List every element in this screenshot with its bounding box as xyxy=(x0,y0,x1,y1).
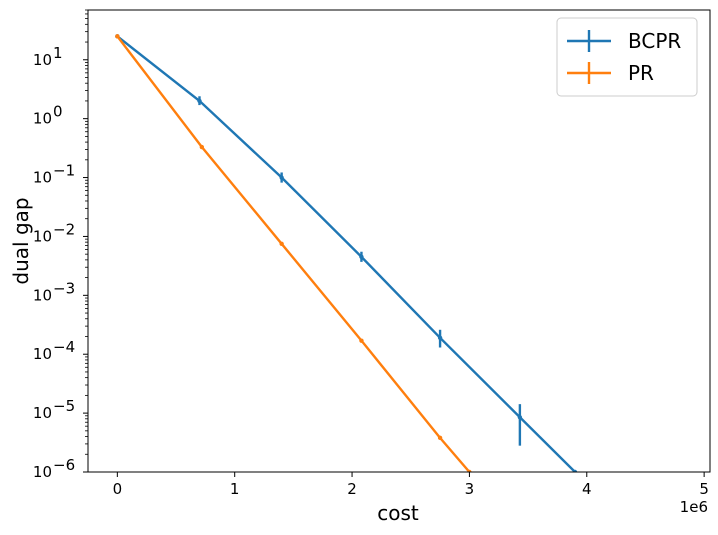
data-point xyxy=(467,469,472,472)
data-point xyxy=(359,254,364,260)
y-tick-exponent: −4 xyxy=(53,338,75,356)
y-tick-exponent: −6 xyxy=(53,456,75,474)
y-tick-exponent: −1 xyxy=(53,162,75,180)
data-point xyxy=(437,435,443,441)
y-tick-label: 10 xyxy=(33,345,52,363)
y-tick-exponent: 1 xyxy=(53,44,63,62)
x-tick-label: 0 xyxy=(113,480,123,498)
y-tick-exponent: −3 xyxy=(53,279,75,297)
data-point xyxy=(279,241,284,246)
data-point xyxy=(437,335,443,341)
series-bcpr xyxy=(115,34,578,472)
y-tick-label: 10 xyxy=(33,169,52,187)
x-tick-label: 2 xyxy=(347,480,357,498)
data-point xyxy=(572,469,578,472)
data-point xyxy=(115,34,120,39)
y-tick-label: 10 xyxy=(33,286,52,304)
legend-label: BCPR xyxy=(628,29,681,53)
x-tick-label: 5 xyxy=(699,480,709,498)
y-tick-label: 10 xyxy=(33,227,52,245)
series-pr xyxy=(115,34,472,472)
legend-box xyxy=(556,17,698,97)
y-axis-label: dual gap xyxy=(9,197,33,284)
x-axis-label: cost xyxy=(377,501,419,525)
series-layer xyxy=(115,34,578,472)
y-tick-exponent: −2 xyxy=(53,220,75,238)
y-tick-label: 10 xyxy=(33,404,52,422)
series-line xyxy=(116,35,576,472)
plot-frame xyxy=(87,9,711,473)
y-tick-label: 10 xyxy=(33,51,52,69)
x-tick-label: 1 xyxy=(230,480,240,498)
legend-label: PR xyxy=(628,61,654,85)
x-axis-multiplier: 1e6 xyxy=(680,498,708,516)
x-tick-label: 3 xyxy=(465,480,475,498)
x-axis: 0 1 2 3 4 5 xyxy=(113,472,709,498)
data-point xyxy=(279,175,284,180)
x-tick-label: 4 xyxy=(582,480,592,498)
data-point xyxy=(199,144,205,150)
legend-item-pr: PR xyxy=(567,61,654,85)
legend-item-bcpr: BCPR xyxy=(567,29,681,53)
y-tick-exponent: −5 xyxy=(53,397,75,415)
y-tick-label: 10 xyxy=(33,110,52,128)
data-point xyxy=(197,98,202,104)
data-point xyxy=(517,415,523,420)
y-tick-label: 10 xyxy=(33,463,52,481)
legend: BCPR PR xyxy=(556,17,698,97)
y-tick-exponent: 0 xyxy=(53,103,63,121)
series-line xyxy=(116,35,471,472)
data-point xyxy=(359,338,364,343)
